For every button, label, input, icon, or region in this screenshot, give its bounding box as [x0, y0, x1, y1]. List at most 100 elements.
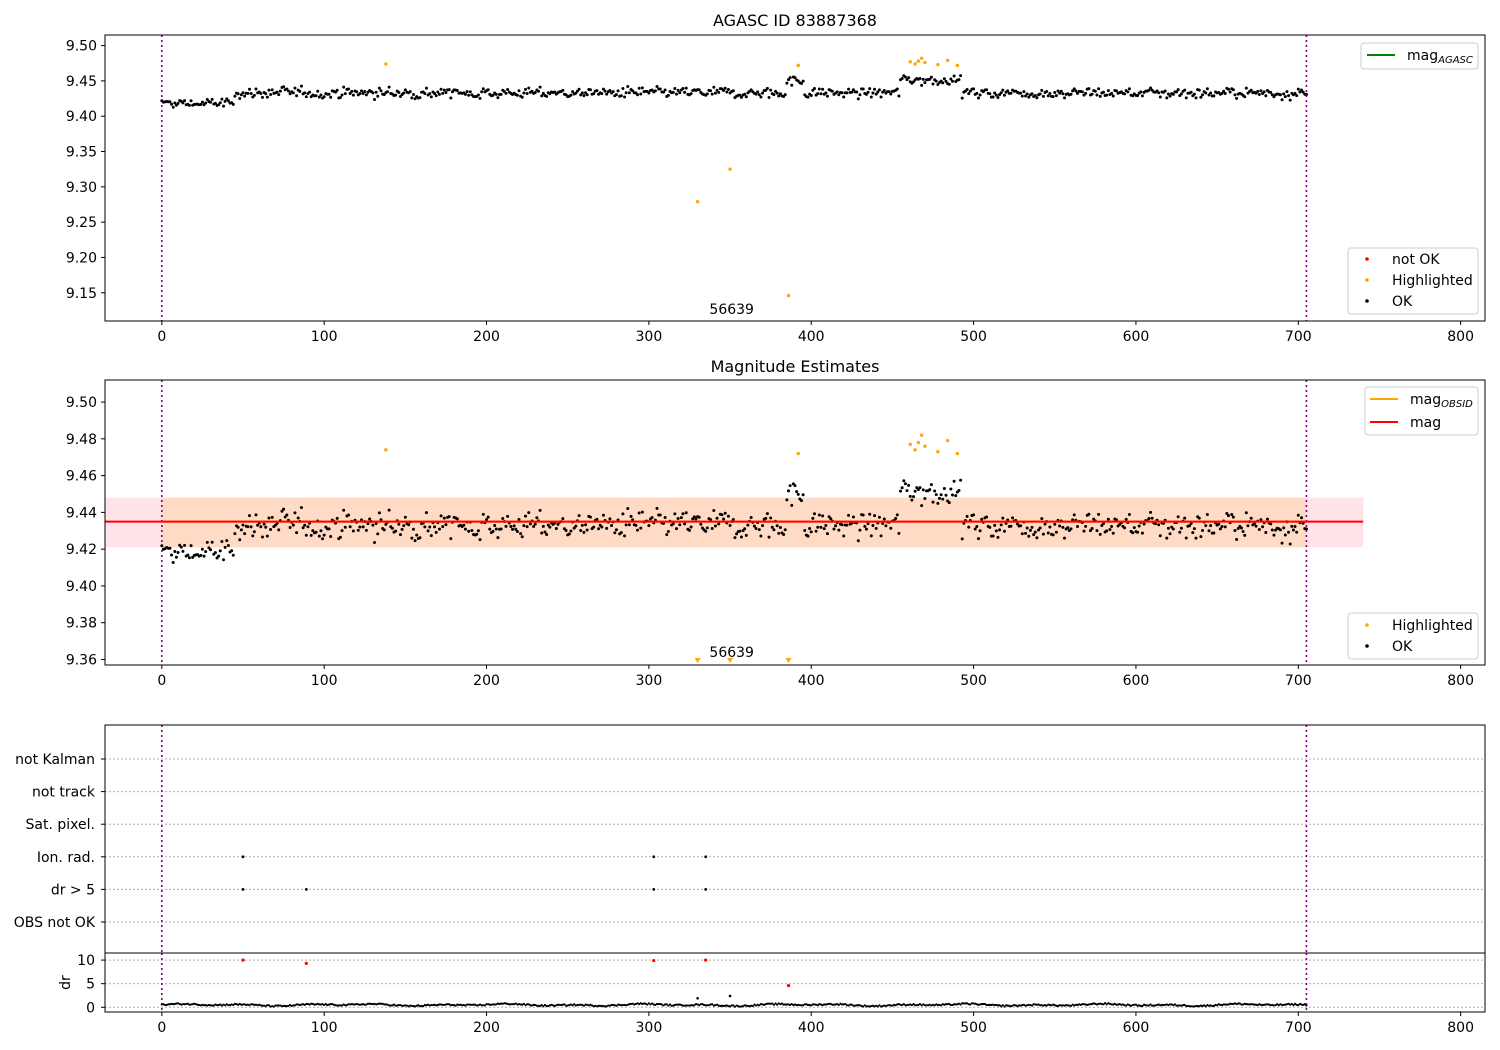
dr-point	[509, 1003, 512, 1006]
ok-point	[1001, 88, 1005, 92]
ok-point	[738, 93, 742, 97]
ok-point	[418, 96, 422, 100]
dr-point	[938, 1003, 941, 1007]
ok-point	[725, 90, 729, 94]
ok-point	[501, 516, 505, 520]
ok-point	[523, 87, 527, 91]
dr-point	[1141, 1004, 1144, 1007]
ok-point	[585, 93, 589, 97]
dr-point	[401, 1004, 404, 1007]
legend-label: Highlighted	[1392, 273, 1473, 289]
highlighted-point	[916, 59, 921, 63]
ok-point	[803, 528, 807, 532]
ok-point	[580, 523, 584, 527]
dr-point	[284, 1004, 287, 1008]
ok-point	[1056, 89, 1060, 93]
dr-point	[329, 1003, 332, 1006]
dr-point	[946, 1003, 949, 1006]
ok-point	[1212, 531, 1216, 535]
ok-point	[1178, 530, 1182, 534]
ok-point	[342, 85, 346, 89]
ok-point	[506, 514, 510, 518]
ok-point	[202, 554, 206, 558]
ok-point	[765, 512, 769, 516]
dr-point	[816, 1004, 819, 1007]
ok-point	[621, 512, 625, 516]
ok-point	[1205, 87, 1209, 91]
ok-point	[821, 87, 825, 91]
dr-point	[357, 1003, 360, 1006]
ok-point	[556, 522, 560, 526]
dr-point	[741, 1005, 745, 1008]
ok-point	[1074, 89, 1078, 93]
ok-point	[239, 528, 243, 532]
ok-point	[920, 83, 924, 87]
dr-point	[167, 1003, 170, 1006]
dr-point	[310, 1002, 313, 1005]
ok-point	[360, 89, 364, 93]
dr-point	[866, 1005, 870, 1008]
ok-point	[356, 528, 360, 532]
ok-point	[1280, 98, 1284, 102]
ok-point	[535, 516, 539, 520]
x-tick-label: 200	[473, 673, 500, 689]
dr-point	[847, 1004, 850, 1007]
ok-point	[733, 536, 737, 540]
ok-point	[444, 523, 448, 527]
x-tick-label: 200	[473, 1020, 500, 1036]
dr-point	[451, 1003, 454, 1007]
dr-point	[610, 1003, 613, 1007]
ok-point	[1066, 526, 1070, 530]
dr-point	[1162, 1004, 1165, 1007]
ok-point	[978, 93, 982, 97]
ok-point	[592, 92, 596, 96]
dr-point	[339, 1004, 342, 1007]
y-tick-label: 9.44	[66, 505, 97, 521]
dr-point	[1264, 1003, 1267, 1006]
ok-point	[783, 528, 787, 532]
ok-point	[723, 86, 727, 90]
ok-point	[480, 90, 484, 94]
ok-point	[199, 553, 203, 557]
ok-point	[858, 93, 862, 97]
dr-point	[936, 1003, 939, 1006]
ok-point	[1123, 526, 1127, 530]
dr-point	[368, 1002, 371, 1005]
ok-point	[988, 525, 992, 529]
ok-point	[861, 513, 865, 517]
dr-point	[1172, 1004, 1175, 1007]
dr-point	[1103, 1002, 1107, 1005]
ok-point	[506, 88, 510, 92]
ok-point	[899, 489, 903, 493]
dr-point	[524, 1004, 527, 1007]
ok-point	[317, 95, 321, 99]
dr-point	[1045, 1004, 1048, 1007]
dr-point	[519, 1003, 522, 1006]
y-tick-label: 9.36	[66, 652, 97, 668]
y-tick-label: 9.25	[66, 215, 97, 231]
ok-point	[887, 90, 891, 94]
y-tick-label: 9.20	[66, 250, 97, 266]
ok-point	[398, 95, 402, 99]
dr-point	[962, 1002, 965, 1005]
dr-point	[850, 1003, 853, 1006]
ok-point	[756, 90, 760, 94]
ok-point	[1027, 95, 1031, 99]
ok-point	[584, 523, 588, 527]
x-tick-label: 500	[960, 329, 987, 345]
ok-point	[499, 92, 503, 96]
ok-point	[1126, 90, 1130, 94]
ok-point	[950, 79, 954, 83]
ok-point	[588, 515, 592, 519]
ok-point	[1114, 89, 1118, 93]
dr-point	[266, 1004, 269, 1007]
ok-point	[541, 91, 545, 95]
dr-point	[1175, 1004, 1178, 1007]
dr-point	[288, 1003, 292, 1007]
dr-point	[802, 1004, 805, 1007]
dr-point	[1134, 1003, 1138, 1006]
dr-point	[852, 1004, 855, 1007]
dr-point	[469, 1003, 472, 1006]
ok-point	[871, 91, 875, 95]
ok-point	[655, 84, 659, 88]
